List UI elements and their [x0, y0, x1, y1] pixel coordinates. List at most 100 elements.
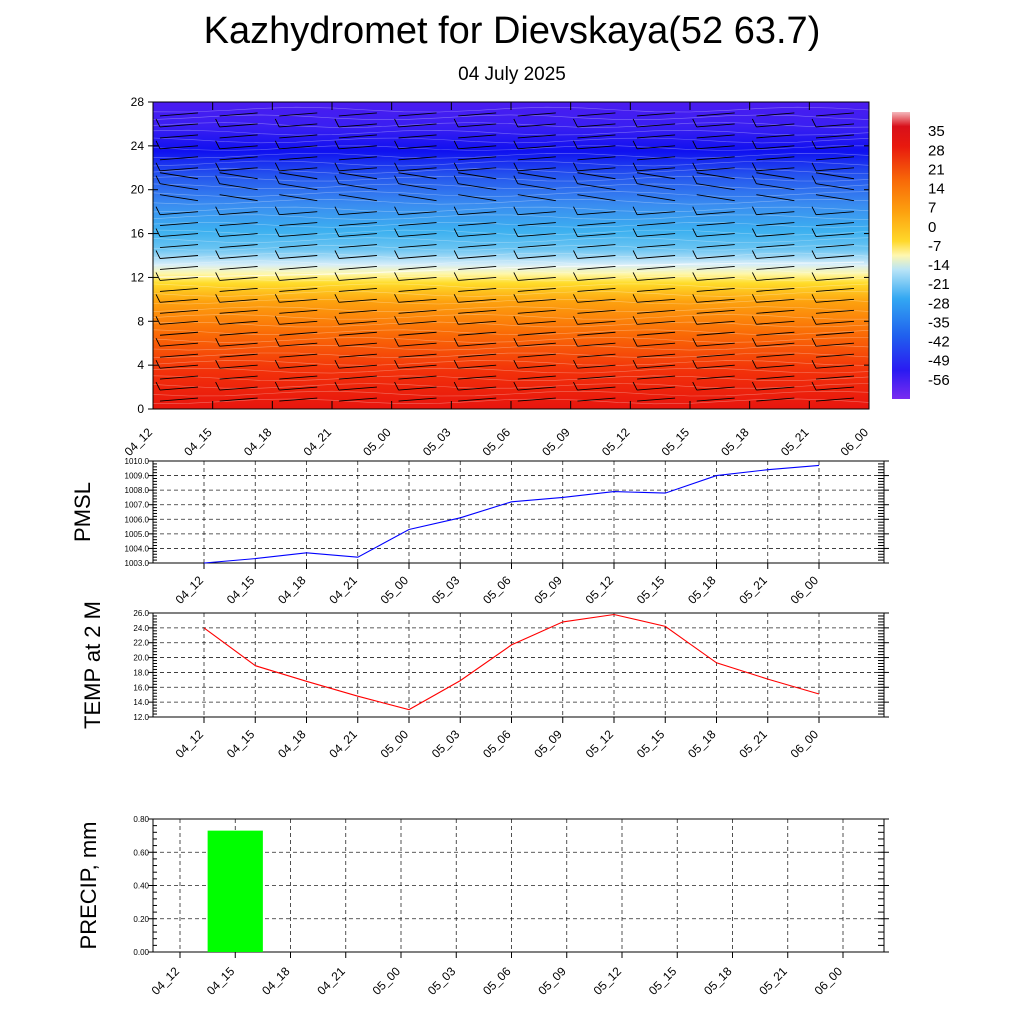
wind-barb-flag — [692, 338, 698, 347]
wind-barb-shaft — [577, 375, 616, 380]
wind-barb-shaft — [279, 386, 318, 391]
wind-barb-flag — [334, 118, 340, 128]
wind-barb-shaft — [696, 364, 735, 369]
wind-barb-shaft — [517, 298, 556, 303]
wind-barb-shaft — [338, 183, 377, 191]
wind-barb-flag — [334, 175, 340, 184]
wind-barb-shaft — [159, 244, 199, 248]
wind-barb-shaft — [756, 183, 795, 191]
temp-panel: 12.0 14.0 16.0 18.0 20.0 22.0 24.0 26.0 04_12 04_… — [80, 601, 889, 761]
wind-barb-shaft — [815, 331, 855, 336]
wind-barb-shaft — [338, 167, 377, 172]
wind-barb-shaft — [577, 266, 616, 270]
wind-barb-flag — [692, 228, 698, 237]
x-tick-label: 04_15 — [224, 573, 258, 607]
wind-barb-shaft — [517, 194, 556, 202]
colorbar-label: -49 — [928, 353, 950, 370]
wind-barb-shaft — [458, 276, 497, 281]
wind-barb-shaft — [577, 183, 616, 191]
y-tick-label: 0.60 — [133, 848, 149, 857]
x-tick-label: 04_18 — [259, 964, 293, 998]
wind-barb-flag — [751, 118, 757, 128]
wind-barb-flag — [513, 175, 519, 184]
wind-barb-flag — [453, 359, 459, 369]
wind-barb-shaft — [696, 342, 735, 347]
y-tick-label: 0.80 — [133, 815, 149, 824]
wind-barb-shaft — [637, 255, 676, 259]
contour-line — [152, 198, 870, 205]
wind-barb-shaft — [458, 287, 497, 292]
y-tick-label: 20.0 — [133, 654, 149, 663]
wind-barb-shaft — [815, 167, 855, 172]
wind-barb-shaft — [219, 353, 258, 358]
precip-panel: 0.00 0.20 0.40 0.60 0.80 04_12 04_15 04_18 04_21… — [76, 815, 889, 998]
wind-barb-shaft — [517, 287, 556, 292]
wind-barb-shaft — [756, 342, 795, 347]
wind-barb-flag — [274, 294, 280, 303]
wind-barb-shaft — [219, 287, 258, 292]
x-tick-label: 04_12 — [122, 425, 156, 459]
wind-barb-shaft — [279, 244, 318, 248]
wind-barb-shaft — [637, 172, 676, 180]
wind-barb-shaft — [159, 222, 199, 227]
wind-barb-shaft — [219, 222, 258, 227]
contour-line — [152, 383, 870, 389]
wind-barb-shaft — [219, 244, 258, 248]
wind-barb-flag — [811, 381, 817, 391]
wind-barb-shaft — [577, 298, 616, 303]
wind-barb-shaft — [517, 276, 556, 281]
contour-line — [152, 268, 870, 274]
wind-barb-shaft — [637, 211, 676, 216]
wind-barb-shaft — [815, 145, 855, 150]
wind-barb-shaft — [756, 298, 795, 303]
wind-barb-shaft — [219, 320, 258, 325]
colorbar: 35 28 21 14 7 0 -7 -14 -21 -28 -35 -42 -49 -56 — [892, 112, 950, 399]
contour-line — [152, 214, 870, 220]
wind-barb-shaft — [398, 276, 437, 281]
wind-barb-shaft — [338, 172, 377, 180]
wind-barb-shaft — [398, 183, 437, 191]
contour-line — [152, 291, 870, 297]
wind-barb-flag — [334, 294, 340, 303]
wind-barb-shaft — [637, 134, 676, 139]
wind-barb-shaft — [637, 112, 676, 117]
wind-barb-flag — [155, 140, 161, 150]
wind-barb-shaft — [458, 172, 497, 180]
wind-barb-flag — [751, 338, 757, 347]
wind-barb-shaft — [458, 112, 497, 117]
wind-barb-shaft — [696, 222, 735, 227]
wind-barb-shaft — [279, 309, 318, 314]
wind-barb-flag — [751, 316, 757, 325]
wind-barb-flag — [155, 294, 161, 303]
y-axis-title: PRECIP, mm — [76, 822, 101, 950]
wind-barb-shaft — [577, 309, 616, 314]
wind-barb-shaft — [637, 194, 676, 202]
wind-barb-shaft — [458, 222, 497, 227]
wind-barb-shaft — [219, 183, 258, 191]
wind-barb-shaft — [756, 172, 795, 180]
wind-barb-shaft — [756, 123, 795, 128]
wind-barb-shaft — [696, 156, 735, 161]
wind-barb-shaft — [458, 331, 497, 336]
wind-barb-shaft — [637, 183, 676, 191]
colorbar-label: 7 — [928, 200, 936, 217]
wind-barb-flag — [453, 294, 459, 303]
colorbar-label: 0 — [928, 219, 936, 236]
y-tick-label: 12.0 — [133, 713, 149, 722]
y-tick-label: 22.0 — [133, 639, 149, 648]
x-tick-label: 05_18 — [701, 964, 735, 998]
wind-barb-shaft — [279, 266, 318, 270]
wind-barb-flag — [692, 175, 698, 184]
x-tick-label: 06_00 — [838, 425, 872, 459]
x-tick-label: 05_06 — [480, 964, 514, 998]
wind-barb-flag — [513, 228, 519, 237]
wind-barb-flag — [155, 316, 161, 325]
wind-barb-shaft — [458, 123, 497, 128]
wind-barb-shaft — [517, 397, 556, 402]
wind-barb-shaft — [637, 320, 676, 325]
wind-barb-shaft — [696, 244, 735, 248]
contour-line — [152, 191, 870, 197]
wind-barb-flag — [513, 250, 519, 259]
wind-barb-shaft — [279, 123, 318, 128]
wind-barb-flag — [751, 206, 757, 215]
